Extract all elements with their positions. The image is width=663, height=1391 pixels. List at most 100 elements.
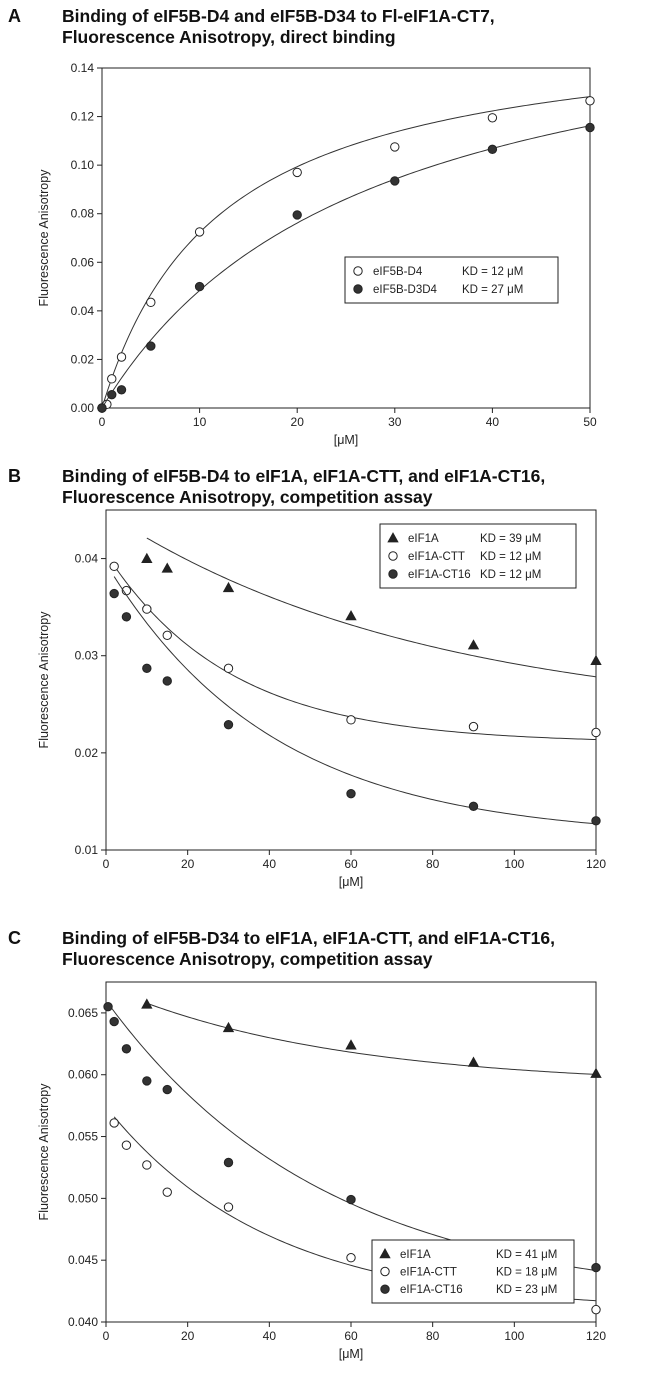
data-point xyxy=(142,1076,152,1086)
chart-panel-c: C Binding of eIF5B-D34 to eIF1A, eIF1A-C… xyxy=(0,922,663,1391)
data-point xyxy=(468,801,479,811)
x-tick-label: 120 xyxy=(586,857,606,871)
data-point xyxy=(121,1140,132,1150)
panel-label: C xyxy=(8,928,21,948)
chart-panel-a: A Binding of eIF5B-D4 and eIF5B-D34 to F… xyxy=(0,0,663,460)
chart-panel-b: B Binding of eIF5B-D4 to eIF1A, eIF1A-CT… xyxy=(0,460,663,922)
data-point xyxy=(142,663,152,674)
y-tick-label: 0.045 xyxy=(68,1253,98,1267)
data-point xyxy=(107,389,117,400)
data-point xyxy=(116,352,127,362)
data-point xyxy=(223,1157,234,1168)
y-axis-label: Fluorescence Anisotropy xyxy=(37,169,51,307)
x-tick-label: 20 xyxy=(291,415,305,429)
chart-title-line-2: Fluorescence Anisotropy, competition ass… xyxy=(62,487,433,507)
legend: eIF5B-D4 KD = 12 μM eIF5B-D3D4 KD = 27 μM xyxy=(344,256,559,304)
data-point xyxy=(146,341,156,351)
legend-marker xyxy=(388,569,398,579)
x-tick-label: 60 xyxy=(344,857,358,871)
y-tick-label: 0.06 xyxy=(71,255,95,269)
legend-series-name: eIF1A-CTT xyxy=(400,1267,457,1279)
legend-kd-label: KD = 39 μM xyxy=(480,533,541,545)
x-tick-label: 30 xyxy=(388,415,402,429)
x-tick-label: 40 xyxy=(263,857,277,871)
x-tick-label: 40 xyxy=(486,415,500,429)
legend: eIF1A KD = 41 μM eIF1A-CTT KD = 18 μM eIF1A-… xyxy=(371,1239,575,1304)
data-point xyxy=(345,1039,357,1050)
data-point xyxy=(292,210,302,220)
chart-title-line-1: Binding of eIF5B-D4 and eIF5B-D34 to Fl-… xyxy=(62,6,495,26)
legend-box xyxy=(379,523,577,589)
data-point xyxy=(223,719,234,730)
data-point xyxy=(346,1253,356,1263)
plot-frame xyxy=(101,67,591,409)
y-axis-label: Fluorescence Anisotropy xyxy=(37,1083,51,1221)
y-tick-label: 0.12 xyxy=(71,110,95,124)
y-tick-label: 0.060 xyxy=(68,1068,98,1082)
y-tick-label: 0.08 xyxy=(71,207,95,221)
x-tick-label: 10 xyxy=(193,415,207,429)
data-point xyxy=(97,403,107,413)
data-point xyxy=(162,1187,172,1197)
data-point xyxy=(346,788,356,799)
x-tick-label: 100 xyxy=(504,1329,524,1343)
data-point xyxy=(103,1002,113,1012)
legend-series-name: eIF5B-D4 xyxy=(373,266,423,278)
legend-marker xyxy=(379,1248,391,1259)
data-point xyxy=(107,374,117,384)
data-point xyxy=(591,816,601,826)
y-tick-label: 0.01 xyxy=(75,843,99,857)
data-point xyxy=(194,227,205,237)
legend: eIF1A KD = 39 μM eIF1A-CTT KD = 12 μM eIF1A-… xyxy=(379,523,577,589)
data-point xyxy=(346,715,356,725)
data-point xyxy=(162,630,172,641)
y-tick-label: 0.00 xyxy=(71,401,95,415)
data-point xyxy=(223,663,234,674)
legend-kd-label: KD = 41 μM xyxy=(496,1249,557,1261)
y-tick-label: 0.02 xyxy=(75,746,99,760)
legend-marker xyxy=(380,1266,390,1277)
chart-title: Binding of eIF5B-D34 to eIF1A, eIF1A-CTT… xyxy=(62,928,555,970)
data-point xyxy=(222,581,235,593)
y-tick-label: 0.040 xyxy=(68,1315,98,1329)
data-point xyxy=(116,385,127,395)
data-point xyxy=(590,654,602,665)
x-axis-label: [μM] xyxy=(334,433,359,447)
y-tick-label: 0.050 xyxy=(68,1191,98,1205)
data-point xyxy=(487,113,498,123)
fit-curve xyxy=(101,125,591,409)
fit-curve xyxy=(113,576,597,825)
data-point xyxy=(345,610,357,621)
legend-marker xyxy=(353,284,363,294)
fit-curve xyxy=(146,537,597,678)
x-tick-label: 50 xyxy=(583,415,597,429)
y-tick-label: 0.14 xyxy=(71,61,95,75)
legend-series-name: eIF1A-CT16 xyxy=(408,569,471,581)
data-point xyxy=(162,676,172,686)
x-tick-label: 0 xyxy=(103,857,110,871)
data-point xyxy=(109,1118,119,1128)
fit-curve xyxy=(101,96,591,409)
data-point xyxy=(585,96,595,106)
legend-kd-label: KD = 27 μM xyxy=(462,284,523,296)
x-tick-label: 100 xyxy=(504,857,524,871)
data-point xyxy=(292,167,302,178)
data-point xyxy=(142,1160,152,1170)
y-tick-label: 0.04 xyxy=(75,552,99,566)
panel-label: B xyxy=(8,466,21,486)
y-tick-label: 0.055 xyxy=(68,1130,98,1144)
data-point xyxy=(161,562,173,573)
legend-marker xyxy=(353,266,363,276)
data-point xyxy=(390,142,400,152)
y-axis-label: Fluorescence Anisotropy xyxy=(37,611,51,749)
legend-kd-label: KD = 12 μM xyxy=(480,569,541,581)
legend-box xyxy=(344,256,559,304)
legend-marker xyxy=(380,1284,390,1294)
data-point xyxy=(142,604,152,614)
data-point xyxy=(585,122,595,133)
data-point xyxy=(141,552,153,563)
legend-series-name: eIF1A-CTT xyxy=(408,551,465,563)
x-tick-label: 20 xyxy=(181,857,195,871)
data-point xyxy=(590,1067,602,1078)
legend-kd-label: KD = 18 μM xyxy=(496,1267,557,1279)
